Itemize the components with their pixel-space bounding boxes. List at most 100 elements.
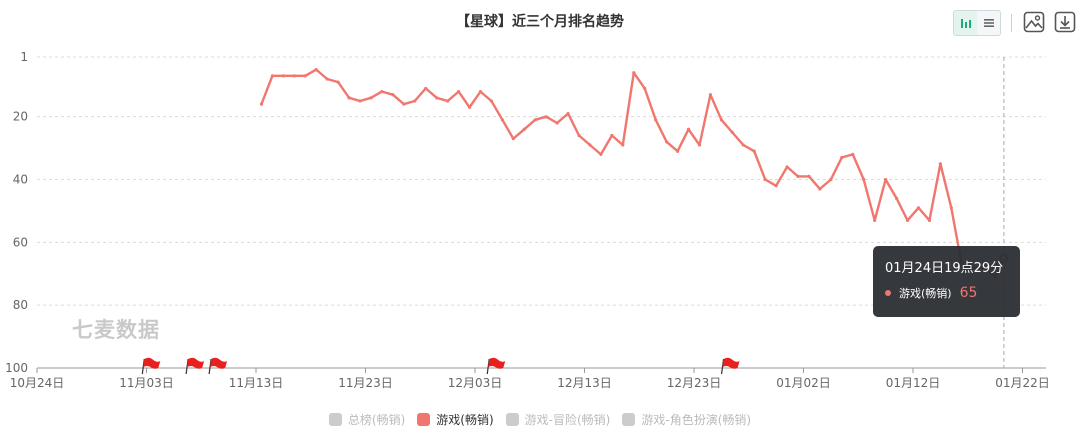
bar-chart-icon[interactable] xyxy=(954,11,977,35)
legend-label: 游戏-角色扮演(畅销) xyxy=(641,413,752,427)
data-point xyxy=(719,118,723,122)
data-point xyxy=(610,133,614,138)
data-point xyxy=(807,174,811,178)
data-point xyxy=(697,143,702,147)
data-point xyxy=(927,218,932,222)
tooltip-time: 01月24日19点29分 xyxy=(885,261,1004,276)
view-toggle[interactable] xyxy=(953,10,1001,36)
x-tick-label: 10月24日 xyxy=(10,376,65,390)
series-dot-icon xyxy=(885,290,891,296)
tooltip-value: 65 xyxy=(959,285,978,301)
data-point xyxy=(522,127,526,131)
data-point xyxy=(413,99,417,103)
data-point xyxy=(621,143,625,147)
list-icon[interactable] xyxy=(977,11,1000,35)
data-point xyxy=(785,165,789,169)
legend-swatch xyxy=(328,413,342,426)
y-tick-label: 20 xyxy=(13,110,28,124)
data-point xyxy=(938,162,942,166)
y-tick-label: 100 xyxy=(5,361,28,375)
data-point xyxy=(500,118,504,122)
y-tick-label: 80 xyxy=(13,298,28,312)
download-icon[interactable] xyxy=(1053,10,1077,34)
data-point xyxy=(456,89,461,94)
y-tick-label: 1 xyxy=(20,50,28,64)
data-point xyxy=(566,111,570,116)
data-point xyxy=(380,89,384,94)
chart-legend: 总榜(畅销) 游戏(畅销) 游戏-冒险(畅销) 游戏-角色扮演(畅销) xyxy=(0,411,1080,428)
y-tick-label: 60 xyxy=(13,235,28,249)
legend-swatch xyxy=(417,413,431,426)
data-point xyxy=(467,105,472,109)
flag-icon[interactable] xyxy=(486,357,506,375)
data-point xyxy=(818,187,822,191)
data-point xyxy=(314,67,318,72)
data-point xyxy=(402,102,406,106)
legend-label: 游戏(畅销) xyxy=(436,413,494,427)
x-tick-label: 12月03日 xyxy=(448,376,503,390)
data-point xyxy=(905,218,910,222)
data-point xyxy=(303,74,307,78)
watermark: 七麦数据 xyxy=(72,318,160,342)
data-point xyxy=(675,149,680,153)
y-tick-label: 40 xyxy=(13,173,28,187)
data-point xyxy=(916,206,921,210)
toolbar-divider xyxy=(1011,14,1012,32)
data-point xyxy=(435,96,439,100)
data-point xyxy=(292,74,296,78)
data-point xyxy=(708,93,713,97)
data-point xyxy=(347,96,351,100)
data-point xyxy=(555,121,559,125)
data-point xyxy=(577,133,581,138)
data-point xyxy=(752,149,756,153)
flag-icon[interactable] xyxy=(185,357,205,375)
data-point xyxy=(873,218,877,222)
data-point xyxy=(632,71,636,75)
data-point xyxy=(599,152,603,156)
image-icon[interactable] xyxy=(1022,10,1046,34)
x-tick-label: 11月03日 xyxy=(119,376,174,390)
legend-label: 总榜(畅销) xyxy=(347,413,406,427)
flag-icon[interactable] xyxy=(208,357,228,375)
data-point xyxy=(358,99,362,103)
legend-item[interactable]: 总榜(畅销) xyxy=(328,411,406,428)
data-point xyxy=(829,177,833,182)
x-tick-label: 12月13日 xyxy=(557,376,612,390)
data-point xyxy=(270,74,275,78)
data-point xyxy=(774,184,778,188)
data-point xyxy=(643,86,647,91)
data-point xyxy=(391,93,395,97)
tooltip-series: 游戏(畅销) xyxy=(899,287,952,300)
data-point xyxy=(588,143,592,147)
data-point xyxy=(446,99,450,103)
data-point xyxy=(369,96,373,100)
legend-item[interactable]: 游戏-角色扮演(畅销) xyxy=(622,411,751,428)
x-tick-label: 01月22日 xyxy=(995,376,1050,390)
flag-icon[interactable] xyxy=(720,357,740,375)
data-point xyxy=(281,74,285,78)
data-tooltip: 01月24日19点29分 游戏(畅销) 65 xyxy=(873,246,1020,317)
legend-item[interactable]: 游戏-冒险(畅销) xyxy=(505,411,611,428)
data-point xyxy=(741,143,745,147)
legend-swatch xyxy=(505,413,519,426)
data-point xyxy=(894,196,899,200)
x-tick-label: 11月13日 xyxy=(229,376,284,390)
legend-item[interactable]: 游戏(畅销) xyxy=(417,411,494,428)
x-tick-label: 12月23日 xyxy=(667,376,722,390)
data-point xyxy=(489,99,494,103)
data-point xyxy=(862,177,866,182)
data-point xyxy=(763,177,767,182)
data-point xyxy=(665,140,669,144)
legend-swatch xyxy=(622,413,636,426)
data-point xyxy=(424,86,428,91)
x-tick-label: 01月12日 xyxy=(886,376,941,390)
chart-title: 【星球】近三个月排名趋势 xyxy=(456,14,624,30)
flag-icon[interactable] xyxy=(141,357,161,375)
legend-label: 游戏-冒险(畅销) xyxy=(524,413,611,427)
x-tick-label: 11月23日 xyxy=(338,376,393,390)
data-point xyxy=(478,89,483,94)
data-point xyxy=(840,155,844,160)
data-point xyxy=(686,127,691,131)
data-point xyxy=(325,77,329,81)
